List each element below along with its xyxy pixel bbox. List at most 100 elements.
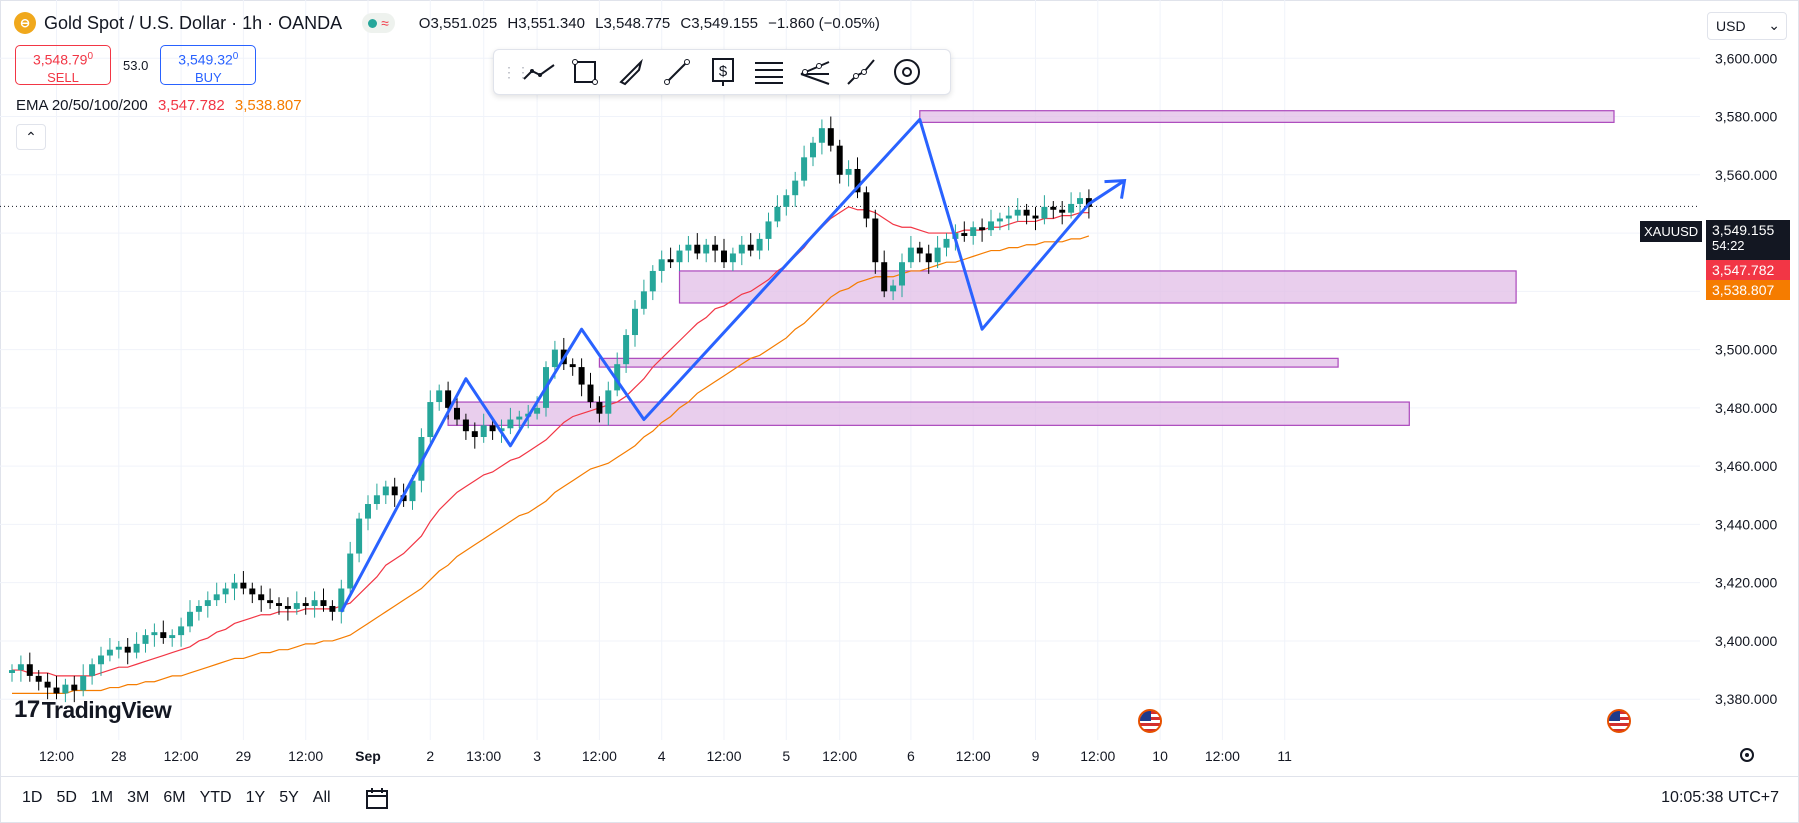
- time-tick-label: 12:00: [288, 748, 323, 764]
- candle-body: [792, 180, 799, 196]
- candle-body: [267, 600, 274, 604]
- range-1m[interactable]: 1M: [90, 789, 114, 806]
- candle-body: [827, 128, 834, 146]
- candle-body: [44, 681, 51, 688]
- last-price: 3,549.155: [1712, 222, 1775, 238]
- time-tick-label: 12:00: [706, 748, 741, 764]
- line-icon[interactable]: [658, 53, 696, 91]
- candle-body: [53, 687, 60, 694]
- low-value: L3,548.775: [595, 14, 671, 32]
- price-chart[interactable]: 3,600.0003,580.0003,560.0003,540.0003,52…: [0, 0, 1799, 776]
- range-5d[interactable]: 5D: [56, 789, 77, 806]
- trend-line-icon[interactable]: [520, 53, 558, 91]
- zigzag-pattern: [339, 117, 1126, 613]
- symbol-header: ⊖ Gold Spot / U.S. Dollar · 1h · OANDA ≈…: [14, 12, 886, 34]
- time-tick-label: 29: [236, 748, 252, 764]
- ema50-line: [12, 235, 1090, 694]
- range-ytd[interactable]: YTD: [199, 789, 232, 806]
- time-tick-label: Sep: [355, 748, 381, 764]
- price-tick-label: 3,600.000: [1715, 50, 1777, 66]
- candle-body: [551, 349, 558, 368]
- candle-body: [1041, 206, 1048, 219]
- currency-select[interactable]: USD ⌄: [1707, 12, 1787, 40]
- candle-body: [391, 486, 398, 496]
- candle-body: [293, 603, 300, 609]
- candle-body: [1077, 198, 1083, 204]
- candle-body: [142, 635, 149, 644]
- candle-body: [17, 664, 24, 671]
- ema-legend[interactable]: EMA 20/50/100/200 3,547.782 3,538.807: [16, 97, 302, 114]
- ema20-value: 3,547.782: [157, 97, 225, 114]
- spread-value: 53.0: [123, 57, 149, 73]
- candle-body: [9, 670, 15, 673]
- sell-button[interactable]: 3,548.790 SELL: [15, 45, 111, 85]
- candle-body: [943, 238, 950, 248]
- drag-handle-icon[interactable]: ⋮⋮: [502, 63, 530, 80]
- candle-body: [738, 244, 745, 254]
- range-1d[interactable]: 1D: [22, 789, 43, 806]
- candle-body: [302, 603, 309, 606]
- range-3m[interactable]: 3M: [127, 789, 150, 806]
- sell-price-sup: 0: [87, 51, 94, 62]
- candle-body: [454, 407, 460, 420]
- range-5y[interactable]: 5Y: [279, 789, 299, 806]
- supply-demand-zone: [598, 357, 1339, 368]
- range-6m[interactable]: 6M: [163, 789, 186, 806]
- us-event-flag-icon[interactable]: [1138, 709, 1162, 733]
- pitchfork-icon[interactable]: [796, 53, 834, 91]
- candle-body: [1005, 215, 1012, 219]
- candle-body: [1068, 203, 1075, 213]
- grid: [0, 0, 1700, 740]
- sell-label: SELL: [47, 69, 79, 85]
- candle-body: [62, 684, 69, 694]
- rectangle-icon[interactable]: [566, 53, 604, 91]
- gold-logo-icon: ⊖: [14, 12, 36, 34]
- candle-body: [979, 227, 986, 231]
- range-all[interactable]: All: [312, 789, 331, 806]
- path-icon[interactable]: [842, 53, 880, 91]
- candle-body: [471, 431, 478, 438]
- range-1y[interactable]: 1Y: [245, 789, 266, 806]
- fib-icon[interactable]: [750, 53, 788, 91]
- time-tick-label: 11: [1277, 748, 1292, 764]
- candle-body: [899, 262, 905, 286]
- buy-button[interactable]: 3,549.320 BUY: [160, 45, 257, 85]
- market-open-dot-icon: [368, 18, 378, 28]
- price-label-icon[interactable]: $: [704, 53, 742, 91]
- candle-body: [258, 594, 265, 601]
- drawing-toolbar: ⋮⋮ $: [493, 49, 951, 95]
- candle-body: [160, 632, 167, 639]
- candle-body: [934, 247, 941, 263]
- candle-body: [836, 145, 843, 175]
- candle-body: [534, 407, 541, 414]
- last-price-tag: 3,549.155 54:22: [1706, 220, 1790, 260]
- candle-body: [89, 664, 96, 676]
- market-status[interactable]: ≈: [362, 13, 395, 33]
- buy-price: 3,549.32: [178, 51, 233, 68]
- ema20-line: [12, 206, 1089, 677]
- time-tick-label: 4: [658, 748, 666, 764]
- brush-icon[interactable]: [612, 53, 650, 91]
- clock-timezone[interactable]: 10:05:38 UTC+7: [1661, 789, 1779, 806]
- time-tick-label: 28: [111, 748, 127, 764]
- circle-icon[interactable]: [888, 53, 926, 91]
- high-value: H3,551.340: [507, 14, 585, 32]
- time-tick-label: 12:00: [956, 748, 991, 764]
- symbol-title[interactable]: Gold Spot / U.S. Dollar · 1h · OANDA: [44, 12, 343, 33]
- time-axis: 12:00 28 12:00 29 12:00 Sep 2 13:00 3 12:00 4 12:00…: [39, 748, 1292, 764]
- candle-body: [694, 244, 701, 254]
- calendar-icon[interactable]: [365, 787, 391, 816]
- ema-label: EMA 20/50/100/200: [16, 97, 148, 114]
- svg-text:$: $: [719, 63, 728, 80]
- supply-demand-zone: [678, 270, 1517, 304]
- time-tick-label: 6: [907, 748, 915, 764]
- candle-body: [169, 635, 176, 639]
- candle-body: [925, 253, 932, 263]
- price-tick-label: 3,580.000: [1715, 109, 1777, 125]
- collapse-legend-button[interactable]: ⌃: [16, 124, 46, 150]
- us-event-flag-icon[interactable]: [1607, 709, 1631, 733]
- candle-body: [658, 259, 665, 271]
- range-buttons: 1D 5D 1M 3M 6M YTD 1Y 5Y All: [22, 789, 331, 807]
- price-tick-label: 3,500.000: [1715, 342, 1777, 358]
- settings-gear-icon[interactable]: [1737, 745, 1757, 770]
